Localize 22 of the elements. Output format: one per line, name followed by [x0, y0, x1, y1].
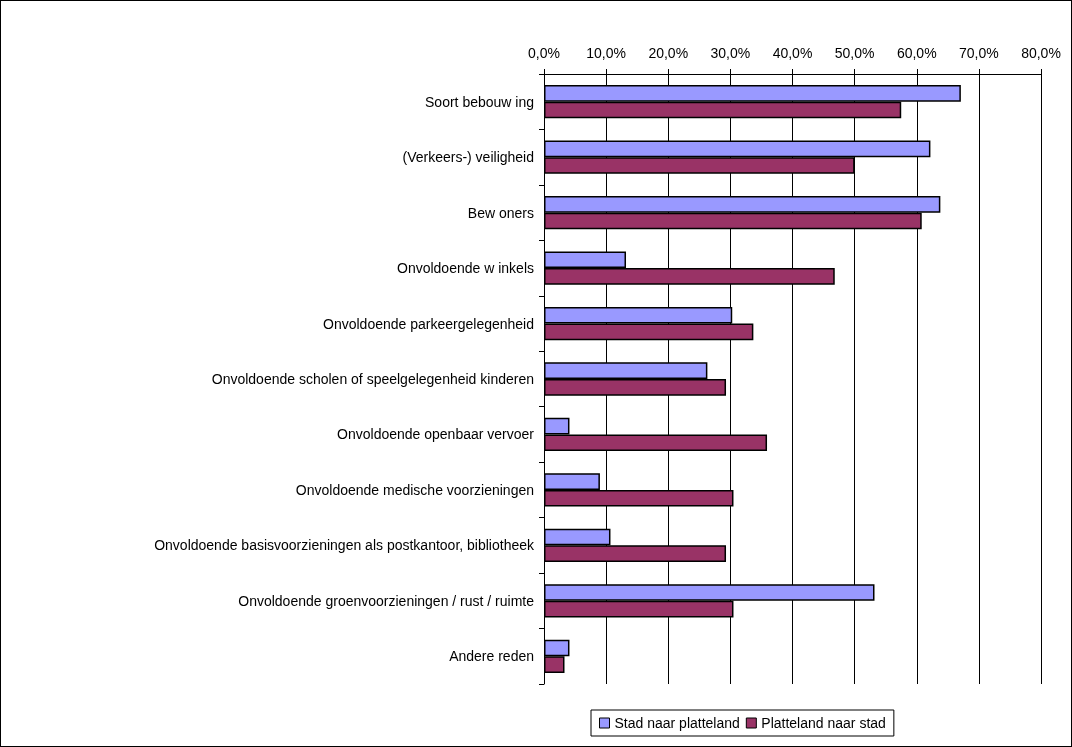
- y-tick-label: Bew oners: [467, 204, 534, 221]
- y-tick-label: Onvoldoende w inkels: [397, 260, 534, 277]
- y-tick-label: Onvoldoende basisvoorzieningen als postkantoor, bibliotheek: [154, 537, 535, 554]
- x-tick-label: 0,0%: [528, 45, 560, 61]
- y-tick-label: Onvoldoende medische voorzieningen: [295, 481, 534, 498]
- y-tick-label: (Verkeers-) veiligheid: [402, 149, 534, 166]
- x-tick-label: 50,0%: [834, 45, 875, 61]
- y-tick-label: Onvoldoende parkeergelegenheid: [323, 315, 534, 332]
- x-tick-label: 80,0%: [1021, 45, 1061, 61]
- legend-label: Platteland naar stad: [761, 715, 886, 731]
- x-tick-label: 70,0%: [959, 45, 999, 61]
- x-tick-label: 40,0%: [772, 45, 813, 61]
- y-tick-label: Soort bebouw ing: [425, 93, 534, 110]
- x-tick-label: 20,0%: [648, 45, 689, 61]
- y-tick-label: Andere reden: [449, 648, 534, 665]
- x-tick-label: 60,0%: [896, 45, 937, 61]
- y-tick-label: Onvoldoende groenvoorzieningen / rust / ruimte: [238, 592, 535, 609]
- y-tick-label: Onvoldoende scholen of speelgelegenheid kinderen: [211, 371, 534, 387]
- legend-label: Stad naar platteland: [614, 715, 740, 731]
- x-tick-label: 10,0%: [586, 45, 626, 61]
- x-tick-label: 30,0%: [710, 45, 751, 61]
- y-tick-label: Onvoldoende openbaar vervoer: [337, 426, 535, 443]
